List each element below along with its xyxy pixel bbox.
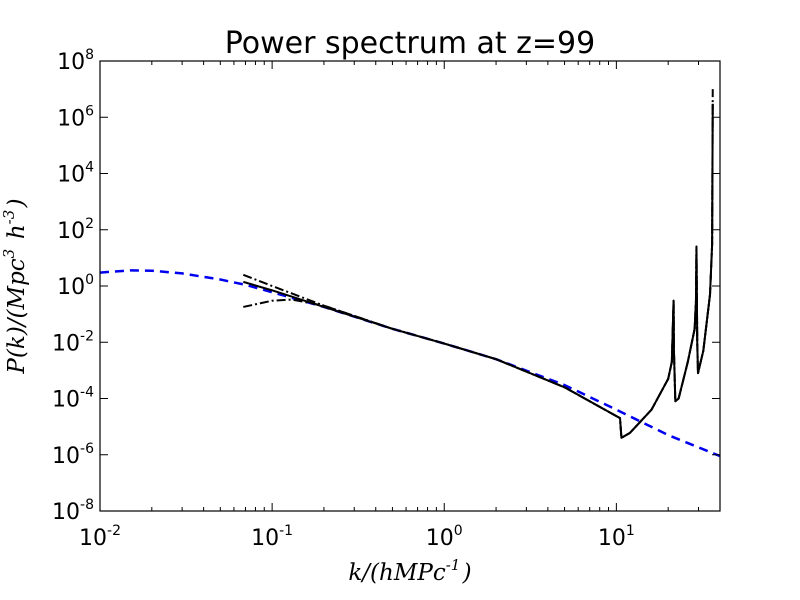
y-tick-label: 10-2 — [52, 328, 94, 356]
x-axis-label: k/(hMPc-1 ) — [348, 556, 471, 586]
y-tick-label: 10-4 — [52, 385, 94, 413]
y-tick-label: 104 — [57, 160, 94, 188]
y-tick-label: 100 — [57, 272, 94, 300]
y-tick-label: 108 — [57, 47, 94, 75]
plot-frame — [99, 60, 721, 512]
y-tick-label: 10-6 — [52, 441, 94, 469]
y-tick-label: 106 — [57, 103, 94, 131]
y-axis-label: P(k)/(Mpc3 h-3 ) — [0, 198, 30, 374]
series-line-1 — [100, 269, 720, 458]
x-tick-label: 100 — [426, 523, 463, 551]
x-tick-label: 10-1 — [251, 523, 293, 551]
x-tick-label: 101 — [598, 523, 635, 551]
series-line-2 — [243, 103, 714, 439]
series-line-3 — [242, 89, 714, 439]
x-tick-label: 10-2 — [79, 523, 121, 551]
series-line-4 — [243, 103, 714, 439]
y-tick-label: 10-8 — [52, 497, 94, 525]
y-tick-label: 102 — [57, 216, 94, 244]
chart-title: Power spectrum at z=99 — [225, 26, 595, 61]
